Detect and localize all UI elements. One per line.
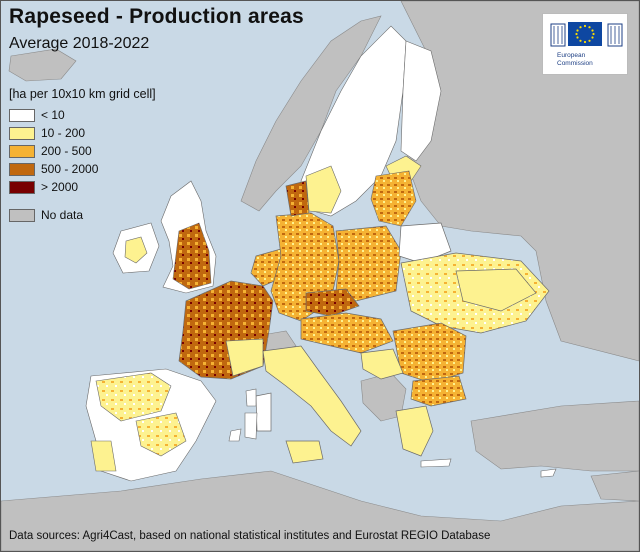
france bbox=[178, 280, 274, 380]
legend-item: > 2000 bbox=[9, 178, 156, 196]
legend-swatch bbox=[9, 144, 35, 158]
eu-flag-icon bbox=[568, 22, 602, 46]
legend-label: 10 - 200 bbox=[41, 126, 86, 140]
legend-swatch bbox=[9, 126, 35, 140]
legend-swatch bbox=[9, 180, 35, 194]
legend-label: No data bbox=[41, 208, 84, 222]
data-source-note: Data sources: Agri4Cast, based on nation… bbox=[9, 530, 491, 542]
legend-swatch bbox=[9, 162, 35, 176]
iberia bbox=[85, 368, 217, 482]
british-isles bbox=[112, 180, 217, 294]
baltics bbox=[370, 170, 417, 227]
legend-label: 200 - 500 bbox=[41, 144, 92, 158]
legend-title: [ha per 10x10 km grid cell] bbox=[9, 87, 156, 101]
building-icon bbox=[607, 23, 623, 47]
legend-swatch bbox=[9, 108, 35, 122]
legend-label: > 2000 bbox=[41, 180, 79, 194]
scandinavia bbox=[300, 25, 442, 217]
map-title: Rapeseed - Production areas bbox=[9, 5, 304, 28]
legend-item: 200 - 500 bbox=[9, 142, 156, 160]
legend-label: < 10 bbox=[41, 108, 65, 122]
legend-item: 500 - 2000 bbox=[9, 160, 156, 178]
logo-text-line2: Commission bbox=[557, 60, 593, 67]
legend-item: < 10 bbox=[9, 106, 156, 124]
logo-text-line1: European bbox=[557, 52, 586, 59]
building-icon bbox=[550, 23, 566, 47]
legend-label: 500 - 2000 bbox=[41, 162, 99, 176]
legend: [ha per 10x10 km grid cell] < 10 10 - 20… bbox=[9, 87, 156, 224]
map-subtitle: Average 2018-2022 bbox=[9, 35, 150, 52]
legend-swatch bbox=[9, 208, 35, 222]
european-commission-logo: European Commission bbox=[542, 13, 628, 75]
eastern-europe bbox=[360, 222, 550, 457]
legend-item: 10 - 200 bbox=[9, 124, 156, 142]
islands bbox=[228, 388, 557, 478]
legend-item-no-data: No data bbox=[9, 206, 156, 224]
central-europe bbox=[250, 180, 402, 464]
